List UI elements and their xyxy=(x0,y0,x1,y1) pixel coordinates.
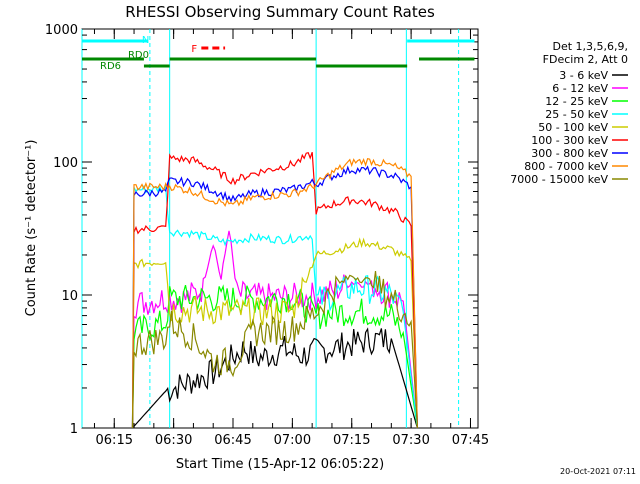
legend-entry: 12 - 25 keV xyxy=(545,95,608,108)
chart-title: RHESSI Observing Summary Count Rates xyxy=(125,3,435,21)
y-tick-label: 100 xyxy=(53,156,78,171)
series-line xyxy=(132,327,418,429)
series-line xyxy=(131,237,418,429)
flag-label: RD0 xyxy=(128,50,149,61)
series-line xyxy=(131,271,418,429)
x-tick-label: 07:45 xyxy=(452,433,489,448)
legend-entry: 50 - 100 keV xyxy=(538,121,608,134)
legend-header-line: FDecim 2, Att 0 xyxy=(543,53,628,66)
x-tick-label: 07:15 xyxy=(333,433,370,448)
flag-label: F xyxy=(191,44,197,55)
x-tick-label: 06:30 xyxy=(155,433,192,448)
series-line xyxy=(131,158,418,429)
x-tick-label: 06:15 xyxy=(96,433,133,448)
legend-entry: 300 - 800 keV xyxy=(531,147,608,160)
y-axis-label: Count Rate (s⁻¹ detector⁻¹) xyxy=(24,140,39,317)
series-line xyxy=(131,184,418,429)
x-axis-label: Start Time (15-Apr-12 06:05:22) xyxy=(176,457,384,472)
legend-entry: 3 - 6 keV xyxy=(559,69,608,82)
legend-entry: 7000 - 15000 keV xyxy=(510,173,608,186)
legend-entry: 6 - 12 keV xyxy=(552,82,608,95)
legend-header-line: Det 1,3,5,6,9, xyxy=(552,40,628,53)
series-line xyxy=(131,151,418,429)
legend-entry: 25 - 50 keV xyxy=(545,108,608,121)
y-tick-label: 1 xyxy=(70,422,78,437)
legend-entry: 100 - 300 keV xyxy=(531,134,608,147)
series-line xyxy=(131,165,418,429)
x-tick-label: 06:45 xyxy=(214,433,251,448)
flag-label: RD6 xyxy=(100,61,121,72)
x-tick-label: 07:30 xyxy=(392,433,429,448)
x-tick-label: 07:00 xyxy=(274,433,311,448)
series-line xyxy=(131,284,418,429)
y-tick-label: 1000 xyxy=(45,23,78,38)
generated-timestamp: 20-Oct-2021 07:11 xyxy=(560,467,636,476)
legend-entry: 800 - 7000 keV xyxy=(524,160,608,173)
flag-label: N xyxy=(142,35,149,46)
y-tick-label: 10 xyxy=(61,289,78,304)
series-line xyxy=(131,230,418,429)
